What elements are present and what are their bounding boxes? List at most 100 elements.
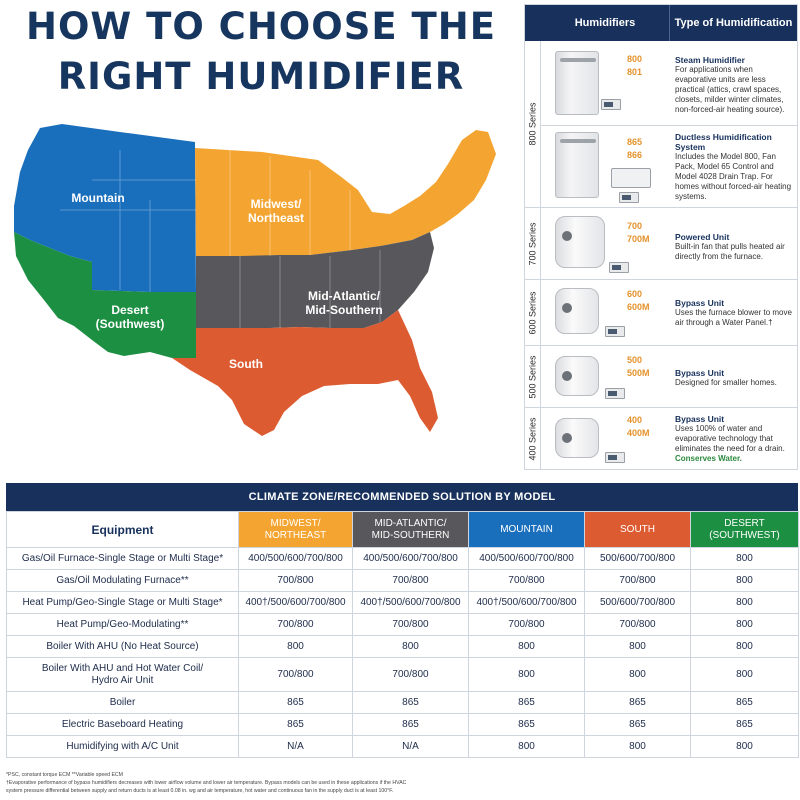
value-cell: 865 <box>238 713 353 736</box>
humidifier-row-500: 500 500M Bypass Unit Designed for smaller… <box>541 345 797 407</box>
equipment-header: Equipment <box>6 511 239 548</box>
steam-humidifier-image <box>555 51 599 115</box>
zone-header-mid-atlantic: MID-ATLANTIC/MID-SOUTHERN <box>352 511 469 548</box>
humidifier-row-865: 865 866 Ductless Humidification System In… <box>541 125 797 207</box>
humidifier-table: Humidifiers Type of Humidification 800 S… <box>524 4 798 470</box>
bypass-unit-500-image <box>555 356 599 396</box>
table-row: Heat Pump/Geo-Single Stage or Multi Stag… <box>6 591 799 614</box>
humidifier-row-700: 700 700M Powered Unit Built-in fan that p… <box>541 207 797 279</box>
equipment-cell: Boiler With AHU (No Heat Source) <box>6 635 239 658</box>
humidifier-title: Bypass Unit <box>675 414 725 424</box>
equipment-cell: Humidifying with A/C Unit <box>6 735 239 758</box>
value-cell: 800 <box>584 635 691 658</box>
value-cell: 700/800 <box>468 613 585 636</box>
equipment-cell: Heat Pump/Geo-Modulating** <box>6 613 239 636</box>
value-cell: 865 <box>468 691 585 714</box>
humidifier-desc: Includes the Model 800, Fan Pack, Model … <box>675 152 792 201</box>
control-icon <box>605 326 625 337</box>
climate-table-title: CLIMATE ZONE/RECOMMENDED SOLUTION BY MOD… <box>6 483 798 511</box>
value-cell: 800 <box>690 613 799 636</box>
equipment-cell: Gas/Oil Furnace-Single Stage or Multi St… <box>6 547 239 570</box>
humidifier-title: Bypass Unit <box>675 298 725 308</box>
map-label-south: South <box>229 357 263 371</box>
table-row: Gas/Oil Furnace-Single Stage or Multi St… <box>6 547 799 570</box>
value-cell: 800 <box>238 635 353 658</box>
series-label-800: 800 Series <box>525 41 541 207</box>
header-type: Type of Humidification <box>669 5 797 41</box>
bypass-unit-600-image <box>555 288 599 334</box>
value-cell: 500/600/700/800 <box>584 547 691 570</box>
state-lines <box>60 148 381 328</box>
humidifier-title: Bypass Unit <box>675 368 725 378</box>
table-row: Boiler With AHU and Hot Water Coil/Hydro… <box>6 657 799 692</box>
map-label-desert: Desert (Southwest) <box>96 303 165 331</box>
value-cell: 700/800 <box>584 613 691 636</box>
value-cell: 400/500/600/700/800 <box>352 547 469 570</box>
value-cell: 700/800 <box>238 657 353 692</box>
ductless-system-image <box>555 132 599 198</box>
value-cell: 800 <box>584 735 691 758</box>
conserves-water-note: Conserves Water. <box>675 454 742 463</box>
equipment-cell: Boiler <box>6 691 239 714</box>
humidifier-desc: Designed for smaller homes. <box>675 378 777 387</box>
map-region-desert <box>14 232 196 358</box>
value-cell: 700/800 <box>238 569 353 592</box>
equipment-cell: Boiler With AHU and Hot Water Coil/Hydro… <box>6 657 239 692</box>
value-cell: 865 <box>238 691 353 714</box>
value-cell: 700/800 <box>238 613 353 636</box>
table-row: Gas/Oil Modulating Furnace** 700/800 700… <box>6 569 799 592</box>
value-cell: 865 <box>468 713 585 736</box>
control-icon <box>609 262 629 273</box>
value-cell: 865 <box>584 691 691 714</box>
value-cell: 800 <box>468 735 585 758</box>
value-cell: 865 <box>352 691 469 714</box>
value-cell: N/A <box>352 735 469 758</box>
value-cell: 700/800 <box>352 569 469 592</box>
value-cell: 800 <box>690 735 799 758</box>
control-icon <box>605 388 625 399</box>
footnotes: *PSC, constant torque ECM **Variable spe… <box>6 771 798 795</box>
model-numbers: 500 500M <box>627 355 650 378</box>
series-label-500: 500 Series <box>525 345 541 407</box>
value-cell: 800 <box>352 635 469 658</box>
model-numbers: 400 400M <box>627 415 650 438</box>
equipment-cell: Heat Pump/Geo-Single Stage or Multi Stag… <box>6 591 239 614</box>
series-label-400: 400 Series <box>525 407 541 469</box>
equipment-cell: Electric Baseboard Heating <box>6 713 239 736</box>
map-region-midwest-northeast <box>195 130 496 256</box>
model-numbers: 865 866 <box>627 137 643 160</box>
control-icon <box>601 99 621 110</box>
map-label-mid-atlantic: Mid-Atlantic/Mid-Southern <box>305 289 382 317</box>
value-cell: 400/500/600/700/800 <box>238 547 353 570</box>
climate-zone-map: Mountain Midwest/Northeast Desert (Southw… <box>14 124 496 436</box>
model-numbers: 800 801 <box>627 54 643 77</box>
zone-header-desert: DESERT (SOUTHWEST) <box>690 511 799 548</box>
recommendation-table: Equipment MIDWEST/NORTHEAST MID-ATLANTIC… <box>6 511 799 758</box>
powered-unit-image <box>555 216 605 268</box>
control-icon <box>619 192 639 203</box>
footnote-line: system pressure differential between sup… <box>6 788 394 794</box>
table-header-row: Equipment MIDWEST/NORTHEAST MID-ATLANTIC… <box>6 511 799 548</box>
model-numbers: 700 700M <box>627 221 650 244</box>
value-cell: 800 <box>690 569 799 592</box>
humidifier-table-header: Humidifiers Type of Humidification <box>525 5 797 41</box>
value-cell: 400/500/600/700/800 <box>468 547 585 570</box>
title-line-1: HOW TO CHOOSE THE <box>26 5 496 48</box>
value-cell: 865 <box>690 713 799 736</box>
value-cell: 700/800 <box>352 657 469 692</box>
map-region-mid-atlantic <box>196 232 434 328</box>
humidifier-title: Steam Humidifier <box>675 55 745 65</box>
series-label-700: 700 Series <box>525 207 541 279</box>
model-numbers: 600 600M <box>627 289 650 312</box>
map-region-south <box>172 310 438 436</box>
value-cell: 400†/500/600/700/800 <box>238 591 353 614</box>
value-cell: 865 <box>690 691 799 714</box>
humidifier-desc: Uses the furnace blower to move air thro… <box>675 308 792 327</box>
zone-header-midwest: MIDWEST/NORTHEAST <box>238 511 353 548</box>
page-title: HOW TO CHOOSE THE RIGHT HUMIDIFIER <box>6 2 516 102</box>
value-cell: 800 <box>690 657 799 692</box>
map-region-mountain <box>14 124 196 292</box>
value-cell: 800 <box>468 657 585 692</box>
table-row: Boiler 865 865 865 865 865 <box>6 691 799 714</box>
map-label-mountain: Mountain <box>71 191 124 205</box>
